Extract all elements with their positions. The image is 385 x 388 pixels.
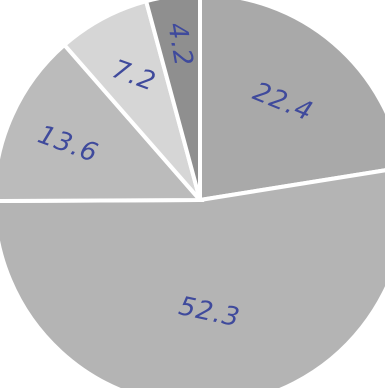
pie-slice-13-6 [0, 42, 205, 203]
pie-slice-52-3 [0, 168, 385, 388]
pie-slice-4-2 [143, 0, 202, 201]
pie-slice-22-4 [198, 0, 385, 203]
